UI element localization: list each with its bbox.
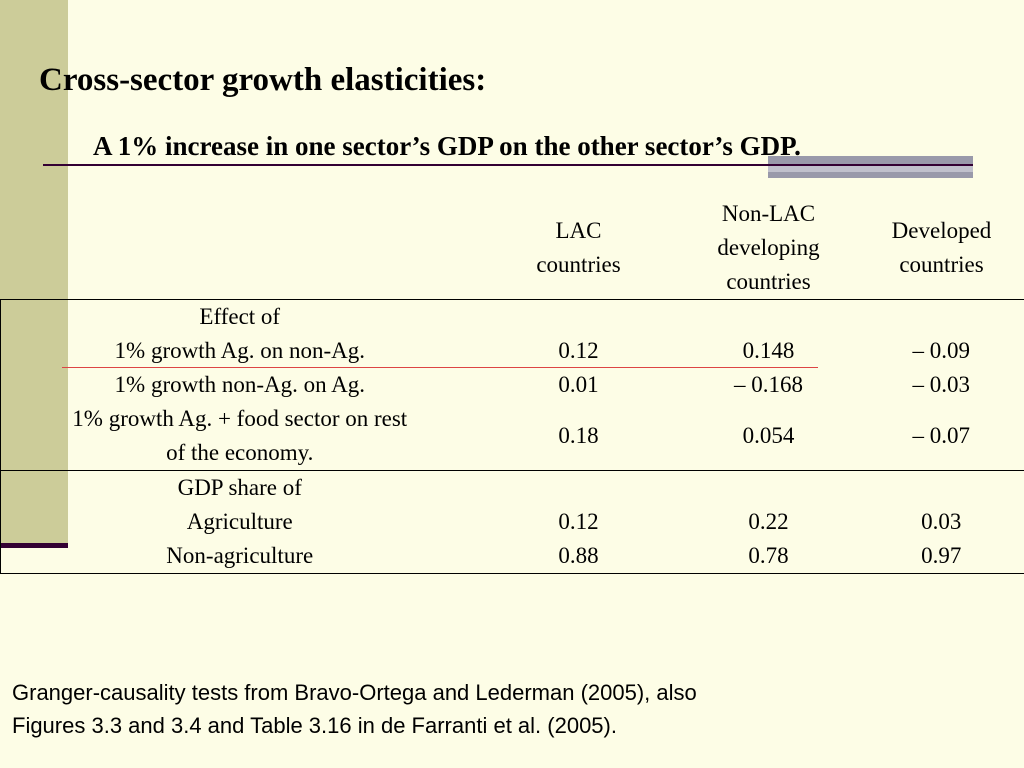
row-label: 1% growth Ag. on non-Ag. xyxy=(0,334,479,368)
slide-title: Cross-sector growth elasticities: xyxy=(39,62,487,98)
header-empty xyxy=(1,196,479,300)
table-row: 1% growth Ag. on non-Ag. 0.12 0.148 – 0.… xyxy=(0,334,1024,368)
cell-developed: – 0.07 xyxy=(858,402,1024,471)
table-cell xyxy=(858,299,1024,334)
cell-lac: 0.18 xyxy=(558,423,599,448)
header-non-lac-line1: Non-LAC xyxy=(721,200,816,226)
cell-non-lac: 0.148 xyxy=(742,338,795,363)
table-row: Agriculture 0.12 0.22 0.03 xyxy=(0,505,1024,539)
table-cell xyxy=(478,299,679,334)
group-label-effect: Effect of xyxy=(0,299,479,334)
group-label-gdp-share: GDP share of xyxy=(0,470,479,505)
slide-subtitle: A 1% increase in one sector’s GDP on the… xyxy=(93,131,801,161)
table-cell xyxy=(858,470,1024,505)
row-label: 1% growth non-Ag. on Ag. xyxy=(0,368,479,402)
cell-non-lac: 0.78 xyxy=(678,539,859,574)
row-label: Agriculture xyxy=(0,505,479,539)
table-row: 1% growth non-Ag. on Ag. 0.01 – 0.168 – … xyxy=(0,368,1024,402)
cell-developed: 0.03 xyxy=(858,505,1024,539)
header-developed-line2: countries xyxy=(899,251,984,277)
table-cell xyxy=(678,470,859,505)
table-row: 1% growth Ag. + food sector on rest of t… xyxy=(0,402,1024,471)
table-row: GDP share of xyxy=(0,470,1024,505)
footnote: Granger-causality tests from Bravo-Orteg… xyxy=(12,676,697,742)
row-label: Non-agriculture xyxy=(0,539,479,574)
header-non-lac-line3: countries xyxy=(726,268,811,294)
cell-non-lac: 0.054 xyxy=(742,423,795,448)
header-developed: Developed countries xyxy=(859,196,1024,300)
table-row: Non-agriculture 0.88 0.78 0.97 xyxy=(0,539,1024,574)
footnote-line1: Granger-causality tests from Bravo-Orteg… xyxy=(12,680,697,705)
header-lac-line1: LAC xyxy=(555,217,602,243)
title-rule-accent-inner xyxy=(768,166,973,172)
row-label-line2: of the economy. xyxy=(166,440,314,465)
header-non-lac-line2: developing xyxy=(717,234,820,260)
table-cell xyxy=(678,299,859,334)
header-lac: LAC countries xyxy=(479,196,679,300)
row-label-line1: 1% growth Ag. + food sector on rest xyxy=(72,406,408,431)
cell-developed: – 0.09 xyxy=(858,334,1024,368)
table-row: Effect of xyxy=(0,299,1024,334)
red-underline xyxy=(62,367,818,368)
cell-lac: 0.88 xyxy=(478,539,679,574)
title-rule xyxy=(43,164,973,166)
cell-lac: 0.12 xyxy=(558,509,599,534)
table-cell xyxy=(478,470,679,505)
cell-developed: 0.97 xyxy=(858,539,1024,574)
row-label: 1% growth Ag. + food sector on rest of t… xyxy=(0,402,479,471)
header-developed-line1: Developed xyxy=(891,217,992,243)
cell-lac: 0.01 xyxy=(558,372,599,397)
header-non-lac: Non-LAC developing countries xyxy=(679,196,859,300)
cell-lac: 0.12 xyxy=(558,338,599,363)
cell-non-lac: 0.22 xyxy=(748,509,789,534)
cell-developed: – 0.03 xyxy=(858,368,1024,402)
header-lac-line2: countries xyxy=(536,251,621,277)
table-header-row: LAC countries Non-LAC developing countri… xyxy=(1,196,1024,300)
footnote-line2: Figures 3.3 and 3.4 and Table 3.16 in de… xyxy=(12,713,617,738)
cell-non-lac: – 0.168 xyxy=(734,372,803,397)
elasticities-table: LAC countries Non-LAC developing countri… xyxy=(0,196,1024,574)
